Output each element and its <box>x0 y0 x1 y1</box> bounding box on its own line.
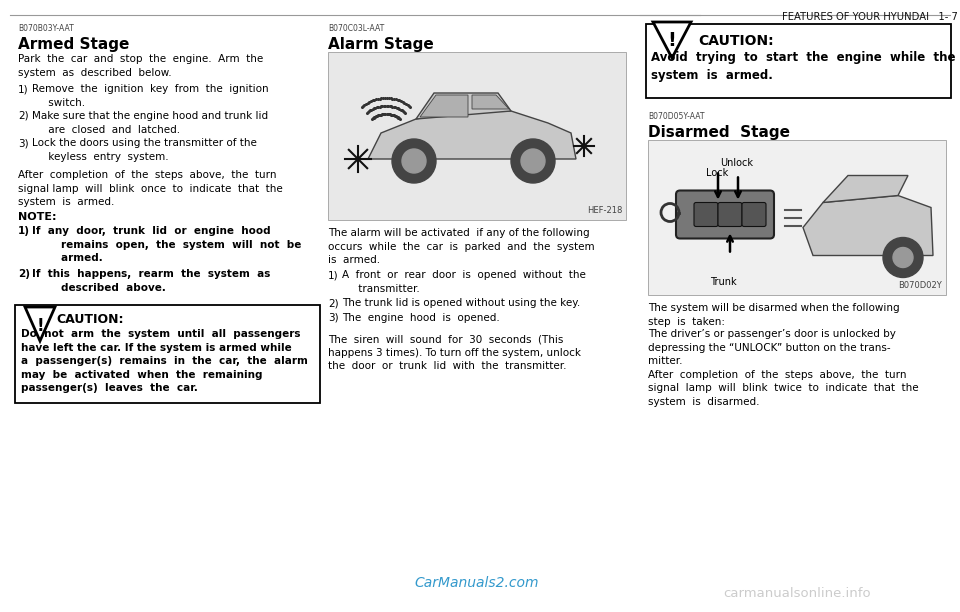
Polygon shape <box>368 111 576 159</box>
Polygon shape <box>653 22 691 58</box>
Text: !: ! <box>667 31 677 50</box>
Circle shape <box>402 149 426 173</box>
Text: NOTE:: NOTE: <box>18 212 57 222</box>
Text: FEATURES OF YOUR HYUNDAI   1- 7: FEATURES OF YOUR HYUNDAI 1- 7 <box>782 12 958 22</box>
Text: !: ! <box>36 316 44 335</box>
Text: The  engine  hood  is  opened.: The engine hood is opened. <box>342 313 500 323</box>
FancyBboxPatch shape <box>676 190 774 239</box>
Text: If  any  door,  trunk  lid  or  engine  hood
        remains  open,  the  system: If any door, trunk lid or engine hood re… <box>32 226 301 263</box>
Text: CAUTION:: CAUTION: <box>56 313 124 326</box>
FancyBboxPatch shape <box>648 140 946 295</box>
Text: Alarm Stage: Alarm Stage <box>328 37 434 52</box>
Text: 2): 2) <box>328 298 339 308</box>
Text: Do  not  arm  the  system  until  all  passengers
have left the car. If the syst: Do not arm the system until all passenge… <box>21 329 308 394</box>
Text: 1): 1) <box>328 270 339 280</box>
Text: Avoid  trying  to  start  the  engine  while  the
system  is  armed.: Avoid trying to start the engine while t… <box>651 51 955 82</box>
Polygon shape <box>416 93 511 119</box>
Text: The driver’s or passenger’s door is unlocked by
depressing the “UNLOCK” button o: The driver’s or passenger’s door is unlo… <box>648 329 919 407</box>
Text: 1): 1) <box>18 226 30 236</box>
Text: The  siren  will  sound  for  30  seconds  (This
happens 3 times). To turn off t: The siren will sound for 30 seconds (Thi… <box>328 334 581 371</box>
Circle shape <box>893 247 913 267</box>
Text: Unlock: Unlock <box>720 158 753 168</box>
FancyBboxPatch shape <box>646 24 951 98</box>
Text: B070D05Y-AAT: B070D05Y-AAT <box>648 112 705 121</box>
Text: Remove  the  ignition  key  from  the  ignition
     switch.: Remove the ignition key from the ignitio… <box>32 84 269 108</box>
FancyBboxPatch shape <box>15 305 320 403</box>
Text: HEF-218: HEF-218 <box>587 206 622 215</box>
Text: Park  the  car  and  stop  the  engine.  Arm  the
system  as  described  below.: Park the car and stop the engine. Arm th… <box>18 54 263 78</box>
Text: 2): 2) <box>18 111 29 121</box>
Text: Trunk: Trunk <box>710 277 736 287</box>
Text: 3): 3) <box>18 138 29 148</box>
Circle shape <box>883 237 923 277</box>
Circle shape <box>521 149 545 173</box>
Text: After  completion  of  the  steps  above,  the  turn
signal lamp  will  blink  o: After completion of the steps above, the… <box>18 170 283 207</box>
Text: The alarm will be activated  if any of the following
occurs  while  the  car  is: The alarm will be activated if any of th… <box>328 228 594 265</box>
Text: The trunk lid is opened without using the key.: The trunk lid is opened without using th… <box>342 298 580 308</box>
Text: 1): 1) <box>18 84 29 94</box>
Circle shape <box>511 139 555 183</box>
Text: Armed Stage: Armed Stage <box>18 37 130 52</box>
FancyBboxPatch shape <box>328 52 626 220</box>
FancyBboxPatch shape <box>718 203 742 226</box>
Text: Disarmed  Stage: Disarmed Stage <box>648 125 790 140</box>
Text: 2): 2) <box>18 269 30 279</box>
Text: 3): 3) <box>328 313 339 323</box>
Polygon shape <box>472 95 509 109</box>
Text: B070B03Y-AAT: B070B03Y-AAT <box>18 24 74 33</box>
FancyBboxPatch shape <box>694 203 718 226</box>
FancyBboxPatch shape <box>742 203 766 226</box>
Text: Lock the doors using the transmitter of the
     keyless  entry  system.: Lock the doors using the transmitter of … <box>32 138 257 162</box>
Polygon shape <box>420 95 468 117</box>
Text: CarManuals2.com: CarManuals2.com <box>415 576 540 590</box>
Text: If  this  happens,  rearm  the  system  as
        described  above.: If this happens, rearm the system as des… <box>32 269 271 293</box>
Text: carmanualsonline.info: carmanualsonline.info <box>723 587 871 600</box>
Text: CAUTION:: CAUTION: <box>698 34 774 48</box>
Text: B070D02Y: B070D02Y <box>899 281 942 290</box>
Polygon shape <box>25 307 55 341</box>
Text: Make sure that the engine hood and trunk lid
     are  closed  and  latched.: Make sure that the engine hood and trunk… <box>32 111 268 135</box>
Text: A  front  or  rear  door  is  opened  without  the
     transmitter.: A front or rear door is opened without t… <box>342 270 586 294</box>
Text: B070C03L-AAT: B070C03L-AAT <box>328 24 384 33</box>
Text: The system will be disarmed when the following
step  is  taken:: The system will be disarmed when the fol… <box>648 303 900 327</box>
Polygon shape <box>803 195 933 255</box>
Circle shape <box>392 139 436 183</box>
Text: Lock: Lock <box>706 168 729 178</box>
Polygon shape <box>823 176 908 203</box>
